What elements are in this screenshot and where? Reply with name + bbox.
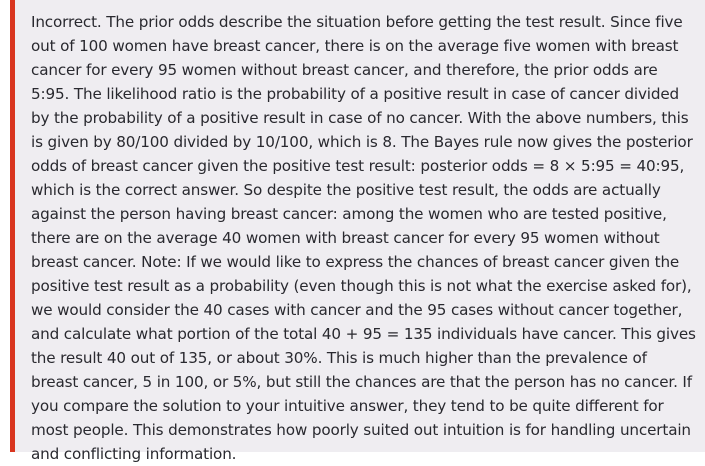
feedback-text: Incorrect. The prior odds describe the s… xyxy=(31,13,696,463)
feedback-box: Incorrect. The prior odds describe the s… xyxy=(10,0,705,463)
